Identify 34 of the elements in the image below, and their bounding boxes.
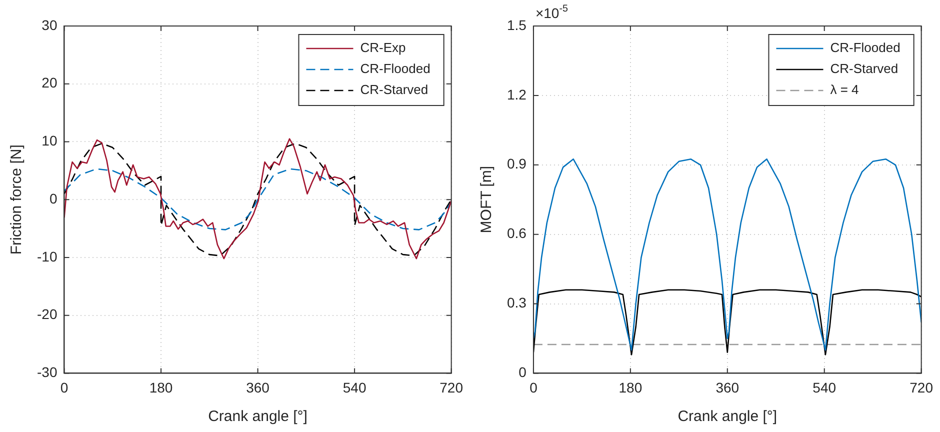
x-tick-label: 360 bbox=[246, 379, 270, 396]
line-series bbox=[64, 168, 452, 230]
y-tick-label: 20 bbox=[42, 74, 58, 91]
y-tick-label: 0.3 bbox=[506, 294, 527, 311]
y-axis-title: MOFT [m] bbox=[478, 166, 496, 234]
x-tick-label: 0 bbox=[530, 379, 538, 396]
legend-label: CR-Exp bbox=[360, 40, 406, 56]
x-tick-label: 540 bbox=[342, 379, 366, 396]
y-tick-label: 0 bbox=[49, 190, 58, 206]
x-tick-label: 180 bbox=[618, 379, 642, 396]
x-tick-label: 540 bbox=[812, 379, 836, 396]
y-tick-label: 1.2 bbox=[506, 86, 527, 102]
x-axis-title: Crank angle [°] bbox=[678, 408, 778, 426]
y-tick-label: -20 bbox=[37, 306, 58, 322]
legend-label: λ = 4 bbox=[830, 82, 859, 98]
legend-label: CR-Flooded bbox=[830, 40, 900, 56]
x-tick-label: 720 bbox=[440, 379, 464, 396]
y-tick-label: 0.9 bbox=[506, 156, 527, 172]
y-tick-label: 10 bbox=[42, 132, 58, 149]
x-tick-label: 720 bbox=[910, 379, 934, 396]
x-tick-label: 0 bbox=[60, 379, 68, 396]
legend-label: CR-Starved bbox=[830, 61, 898, 76]
y-tick-label: 0 bbox=[518, 364, 527, 380]
x-tick-label: 360 bbox=[716, 379, 740, 396]
x-tick-label: 180 bbox=[149, 379, 173, 396]
legend-label: CR-Flooded bbox=[360, 61, 430, 76]
legend-label: CR-Starved bbox=[360, 82, 428, 98]
y-tick-label: 30 bbox=[42, 16, 58, 33]
y-tick-label: -30 bbox=[37, 364, 58, 380]
y-tick-label: 1.5 bbox=[506, 16, 527, 33]
y-axis-title: Friction force [N] bbox=[8, 144, 26, 255]
y-tick-label: 0.6 bbox=[506, 225, 527, 242]
x-axis-title: Crank angle [°] bbox=[208, 408, 308, 426]
y-tick-label: -10 bbox=[37, 248, 58, 264]
